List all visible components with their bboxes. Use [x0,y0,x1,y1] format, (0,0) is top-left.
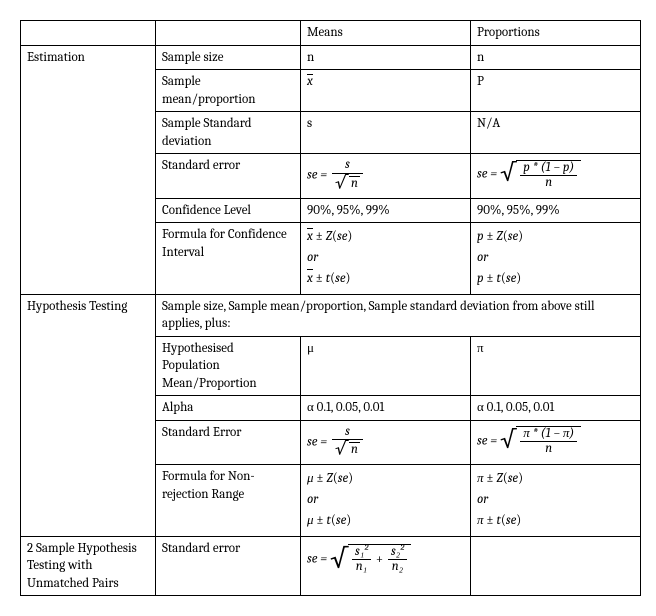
cell: α 0.1, 0.05, 0.01 [301,396,471,421]
formula-se-mean-hyp: se = s √n [301,420,471,464]
formula-se-mean: se = s √n [301,154,471,198]
table-row: Estimation Sample size n n [21,45,641,70]
table-row: 2 Sample Hypothesis Testing with Unmatch… [21,536,641,596]
cell-xbar: x [301,70,471,112]
blank-cell [156,21,301,46]
row-label: Hypothesised Population Mean/Proportion [156,336,301,396]
row-label: Alpha [156,396,301,421]
col-header-means: Means [301,21,471,46]
formula-se-prop: se = √ p * (1 − p) n [471,154,641,198]
row-label: Standard Error [156,420,301,464]
cell: P [471,70,641,112]
cell: 90%, 95%, 99% [301,198,471,223]
section-two-sample: 2 Sample Hypothesis Testing with Unmatch… [21,536,156,596]
table-row: Means Proportions [21,21,641,46]
formula-se-prop-pi: se = √ π * (1 − π) n [471,420,641,464]
cell: 90%, 95%, 99% [471,198,641,223]
row-label: Formula for Confidence Interval [156,223,301,294]
cell: n [301,45,471,70]
col-header-props: Proportions [471,21,641,46]
hypothesis-note: Sample size, Sample mean/proportion, Sam… [156,294,641,336]
cell: μ [301,336,471,396]
section-estimation: Estimation [21,45,156,294]
cell: s [301,112,471,154]
section-hypothesis: Hypothesis Testing [21,294,156,536]
cell: α 0.1, 0.05, 0.01 [471,396,641,421]
table-row: Hypothesis Testing Sample size, Sample m… [21,294,641,336]
formula-nrr-prop: π ± Z(se) or π ± t(se) [471,465,641,536]
formula-se-two-sample: se = √ s₁² n₁ + s₂² n₂ [301,536,471,596]
row-label: Standard error [156,154,301,198]
row-label: Formula for Non-rejection Range [156,465,301,536]
blank-cell [21,21,156,46]
formula-ci-prop: p ± Z(se) or p ± t(se) [471,223,641,294]
cell: π [471,336,641,396]
stats-reference-table: Means Proportions Estimation Sample size… [20,20,641,596]
blank-cell [471,536,641,596]
row-label: Standard error [156,536,301,596]
row-label: Confidence Level [156,198,301,223]
cell: N/A [471,112,641,154]
row-label: Sample mean/proportion [156,70,301,112]
formula-nrr-mean: μ ± Z(se) or μ ± t(se) [301,465,471,536]
row-label: Sample Standard deviation [156,112,301,154]
row-label: Sample size [156,45,301,70]
formula-ci-mean: x ± Z(se) or x ± t(se) [301,223,471,294]
cell: n [471,45,641,70]
